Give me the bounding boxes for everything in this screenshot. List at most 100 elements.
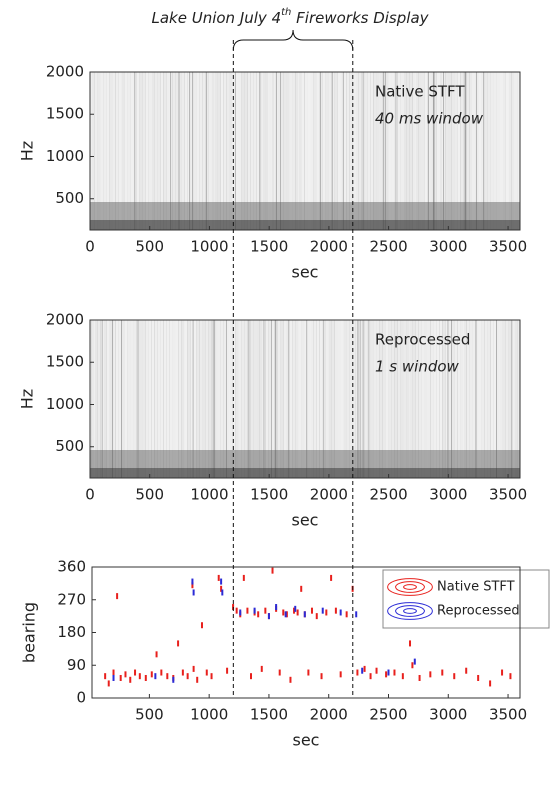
point: [181, 669, 184, 676]
point: [221, 589, 224, 596]
point: [315, 613, 318, 620]
point: [356, 669, 359, 676]
legend: Native STFT Reprocessed: [382, 569, 550, 629]
point: [465, 667, 468, 674]
point: [375, 667, 378, 674]
point: [172, 676, 175, 683]
point: [160, 669, 163, 676]
x-tick-label: 1500: [250, 486, 288, 504]
point: [393, 669, 396, 676]
y-tick-label: 0: [76, 689, 86, 707]
x-tick-label: 2500: [370, 238, 408, 256]
y-axis-label: Hz: [18, 141, 37, 161]
point: [124, 671, 127, 678]
y-tick-label: 2000: [46, 63, 84, 81]
point: [320, 673, 323, 680]
x-tick-label: 1500: [250, 706, 288, 724]
point: [278, 669, 281, 676]
point: [242, 574, 245, 581]
x-tick-label: 500: [135, 238, 164, 256]
annotation-title: Lake Union July 4th Fireworks Display: [151, 7, 429, 27]
x-tick-label: 3500: [489, 238, 527, 256]
point: [129, 676, 132, 683]
point: [138, 673, 141, 680]
point: [275, 604, 278, 611]
panel-label: Reprocessed: [375, 331, 470, 349]
point: [271, 567, 274, 574]
x-tick-label: 2500: [370, 486, 408, 504]
point: [334, 607, 337, 614]
x-tick-label: 2500: [369, 706, 407, 724]
x-tick-label: 3000: [429, 486, 467, 504]
point: [257, 611, 260, 618]
y-tick-label: 1500: [46, 105, 84, 123]
point: [104, 673, 107, 680]
point: [369, 673, 372, 680]
point: [200, 622, 203, 629]
point: [154, 673, 157, 680]
point: [264, 607, 267, 614]
legend-symbol: [395, 605, 425, 617]
point: [409, 640, 412, 647]
y-tick-label: 1500: [46, 353, 84, 371]
point: [210, 673, 213, 680]
point: [166, 673, 169, 680]
point: [107, 680, 110, 687]
point: [177, 640, 180, 647]
point: [192, 665, 195, 672]
point: [112, 674, 115, 681]
x-axis-label: sec: [293, 731, 320, 750]
x-tick-label: 500: [135, 486, 164, 504]
panel-label: 40 ms window: [375, 110, 484, 128]
point: [144, 674, 147, 681]
point: [192, 589, 195, 596]
point: [477, 674, 480, 681]
legend-symbol: [403, 584, 417, 590]
x-tick-label: 3000: [429, 706, 467, 724]
point: [501, 669, 504, 676]
x-axis-label: sec: [292, 263, 319, 282]
point: [235, 607, 238, 614]
annotation-text: Fireworks Display: [291, 9, 429, 27]
point: [112, 669, 115, 676]
point: [345, 611, 348, 618]
point: [387, 669, 390, 676]
legend-symbol: [403, 608, 417, 614]
point: [134, 669, 137, 676]
x-tick-label: 0: [85, 238, 95, 256]
point: [226, 667, 229, 674]
point: [284, 611, 287, 618]
point: [489, 680, 492, 687]
point: [441, 669, 444, 676]
point: [150, 671, 153, 678]
point: [191, 578, 194, 585]
point: [205, 669, 208, 676]
point: [155, 651, 158, 658]
point: [220, 578, 223, 585]
point: [321, 607, 324, 614]
point: [293, 607, 296, 614]
x-tick-label: 500: [135, 706, 164, 724]
point: [509, 673, 512, 680]
brace: [232, 29, 354, 51]
point: [294, 605, 297, 612]
point: [285, 611, 288, 618]
y-axis-label: bearing: [20, 602, 39, 663]
point: [220, 585, 223, 592]
panel-label: 1 s window: [375, 358, 460, 376]
y-tick-label: 180: [57, 623, 86, 641]
point: [411, 662, 414, 669]
y-tick-label: 2000: [46, 311, 84, 329]
plot-frame: [89, 319, 521, 479]
point: [361, 667, 364, 674]
point: [217, 574, 220, 581]
annotation-text: Lake Union July 4: [151, 9, 281, 27]
spectrogram-texture: [90, 468, 520, 478]
point: [119, 674, 122, 681]
x-tick-label: 2000: [310, 238, 348, 256]
point: [310, 607, 313, 614]
point: [246, 607, 249, 614]
plot-frame: [89, 71, 521, 231]
annotation-superscript: th: [281, 7, 291, 18]
y-tick-label: 360: [57, 558, 86, 576]
